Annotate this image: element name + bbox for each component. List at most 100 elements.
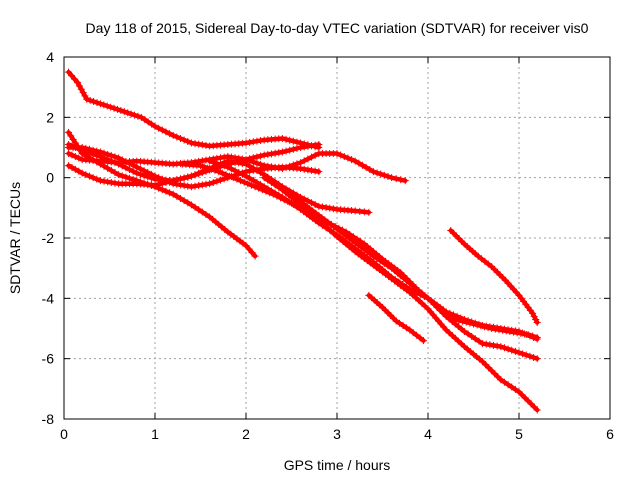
plus-marker	[526, 332, 534, 340]
plus-marker	[82, 171, 90, 179]
plus-marker	[289, 201, 297, 209]
plus-marker	[215, 168, 223, 176]
plus-marker	[93, 175, 101, 183]
plus-marker	[271, 189, 279, 197]
plus-marker	[337, 151, 345, 159]
plus-marker	[511, 385, 519, 393]
plus-marker	[355, 159, 363, 167]
plus-marker	[147, 182, 155, 190]
plus-marker	[191, 140, 199, 148]
plus-marker	[311, 141, 319, 149]
plus-marker	[308, 199, 316, 207]
plus-marker	[333, 150, 341, 158]
plus-marker	[533, 318, 541, 326]
plus-marker	[162, 128, 170, 136]
plus-marker	[475, 320, 483, 328]
plus-marker	[229, 174, 237, 182]
plus-marker	[198, 157, 206, 165]
plus-marker	[485, 364, 493, 372]
series-track-10	[278, 186, 541, 414]
plus-marker	[217, 154, 225, 162]
y-tick-label: -6	[42, 351, 55, 367]
plus-marker	[200, 163, 208, 171]
plus-marker	[436, 306, 444, 314]
plus-marker	[122, 164, 130, 172]
plus-marker	[471, 319, 479, 327]
plus-marker	[486, 341, 494, 349]
axis-ticks: 0 1 2 3 4 5 6 -8 -6 -4 -2 0 2 4	[42, 49, 615, 442]
plus-marker	[198, 168, 206, 176]
plus-marker	[278, 134, 286, 142]
plus-marker	[242, 139, 250, 147]
plus-marker	[233, 175, 241, 183]
plus-marker	[93, 158, 101, 166]
plus-marker	[246, 138, 254, 146]
plus-marker	[380, 171, 388, 179]
plus-marker	[293, 138, 301, 146]
plus-marker	[365, 208, 373, 216]
plus-marker	[289, 137, 297, 145]
plus-marker	[107, 157, 115, 165]
plus-marker	[198, 141, 206, 149]
plus-marker	[297, 159, 305, 167]
plus-marker	[133, 169, 141, 177]
data-series	[65, 68, 541, 414]
plus-marker	[488, 367, 496, 375]
plus-marker	[300, 165, 308, 173]
plus-marker	[226, 172, 234, 180]
plus-marker	[83, 95, 91, 103]
plus-marker	[209, 178, 217, 186]
plus-marker	[235, 159, 243, 167]
plus-marker	[460, 315, 468, 323]
plus-marker	[504, 326, 512, 334]
plus-marker	[304, 142, 312, 150]
plus-marker	[377, 170, 385, 178]
plus-marker	[78, 169, 86, 177]
plus-marker	[311, 201, 319, 209]
plus-marker	[249, 164, 257, 172]
plus-marker	[65, 128, 73, 136]
plus-marker	[369, 168, 377, 176]
plus-marker	[293, 144, 301, 152]
y-tick-label: -8	[42, 411, 55, 427]
plus-marker	[244, 180, 252, 188]
plus-marker	[206, 180, 214, 188]
plus-marker	[253, 137, 261, 145]
plus-marker	[275, 183, 283, 191]
plus-marker	[491, 370, 499, 378]
plus-marker	[515, 328, 523, 336]
plus-marker	[96, 153, 104, 161]
plus-marker	[530, 334, 538, 342]
plus-marker	[118, 162, 126, 170]
plus-marker	[315, 140, 323, 148]
plus-marker	[227, 158, 235, 166]
plus-marker	[253, 178, 261, 186]
plus-marker	[433, 303, 441, 311]
plus-marker	[104, 156, 112, 164]
plus-marker	[315, 202, 323, 210]
plus-marker	[430, 300, 438, 308]
plus-marker	[113, 105, 121, 113]
series-track-9	[260, 174, 541, 363]
plus-marker	[211, 166, 219, 174]
plus-marker	[267, 150, 275, 158]
plus-marker	[86, 96, 94, 104]
plus-marker	[136, 170, 144, 178]
plus-marker	[124, 109, 132, 117]
plus-marker	[117, 107, 125, 115]
plus-marker	[482, 361, 490, 369]
plus-marker	[267, 187, 275, 195]
plus-marker	[519, 329, 527, 337]
plus-marker	[267, 178, 275, 186]
plus-marker	[449, 311, 457, 319]
y-tick-label: 2	[46, 109, 54, 125]
plus-marker	[439, 309, 447, 317]
plus-marker	[187, 139, 195, 147]
plus-marker	[424, 294, 432, 302]
plus-marker	[82, 148, 90, 156]
plus-marker	[457, 314, 465, 322]
plus-marker	[508, 383, 516, 391]
plus-marker	[519, 350, 527, 358]
plus-marker	[217, 176, 225, 184]
plus-marker	[65, 68, 73, 76]
